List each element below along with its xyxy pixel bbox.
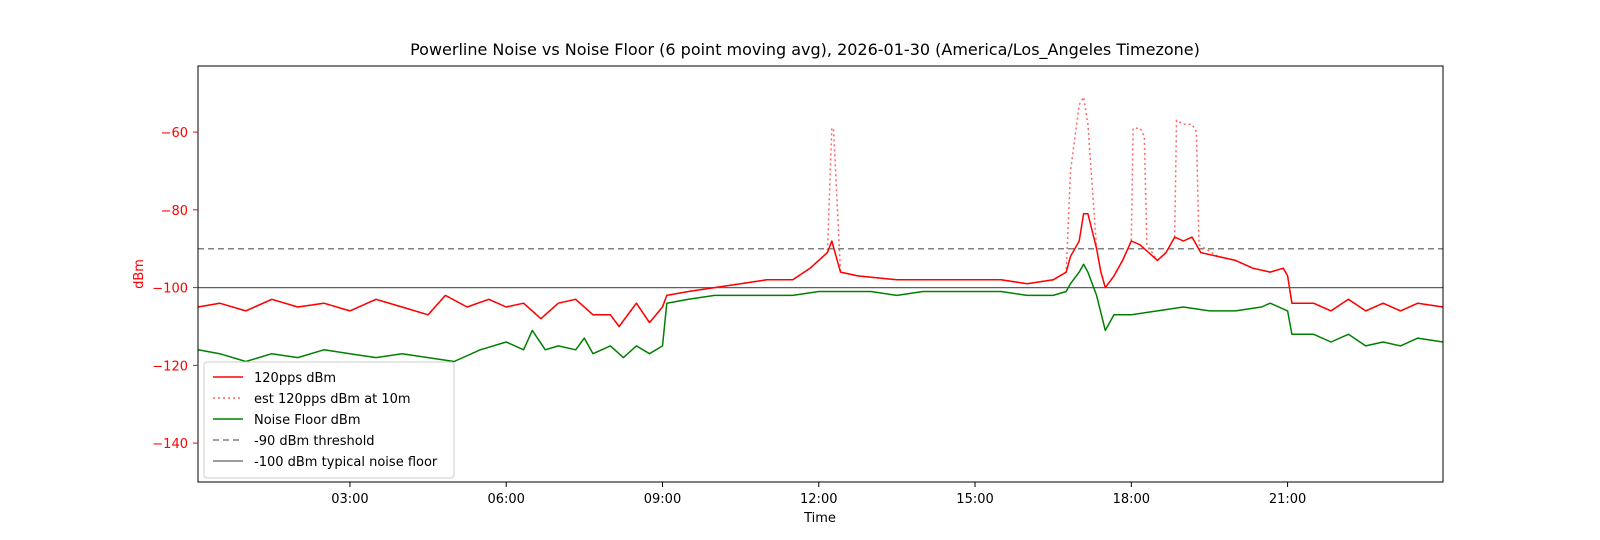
x-tick-label: 09:00 bbox=[644, 492, 681, 507]
legend-label: Noise Floor dBm bbox=[254, 413, 361, 428]
legend-label: -100 dBm typical noise floor bbox=[254, 455, 438, 470]
y-tick-label: −80 bbox=[161, 204, 188, 219]
series-pps-line bbox=[197, 212, 1444, 328]
series-layer bbox=[197, 96, 1444, 363]
plot-frame bbox=[197, 65, 1444, 483]
x-tick-label: 12:00 bbox=[800, 492, 837, 507]
legend: 120pps dBm est 120pps dBm at 10m Noise Flo… bbox=[203, 361, 455, 479]
x-tick-label: 03:00 bbox=[331, 492, 368, 507]
x-tick-label: 06:00 bbox=[487, 492, 524, 507]
x-axis-label: Time bbox=[803, 511, 836, 526]
legend-label: est 120pps dBm at 10m bbox=[254, 392, 411, 407]
x-axis-ticks: 03:00 06:00 09:00 12:00 15:00 18:00 21:00 bbox=[331, 482, 1306, 507]
y-tick-label: −60 bbox=[161, 126, 188, 141]
chart-title: Powerline Noise vs Noise Floor (6 point … bbox=[410, 40, 1200, 60]
y-axis-ticks: −140 −120 −100 −80 −60 bbox=[152, 126, 198, 452]
legend-label: 120pps dBm bbox=[254, 371, 336, 386]
legend-box bbox=[203, 361, 455, 479]
y-tick-label: −120 bbox=[152, 359, 188, 374]
series-noise-floor-line bbox=[197, 263, 1444, 363]
y-tick-label: −140 bbox=[152, 437, 188, 452]
legend-label: -90 dBm threshold bbox=[254, 434, 375, 449]
x-tick-label: 21:00 bbox=[1269, 492, 1306, 507]
y-tick-label: −100 bbox=[152, 282, 188, 297]
x-tick-label: 18:00 bbox=[1113, 492, 1150, 507]
x-tick-label: 15:00 bbox=[956, 492, 993, 507]
y-axis-label: dBm bbox=[132, 259, 147, 289]
